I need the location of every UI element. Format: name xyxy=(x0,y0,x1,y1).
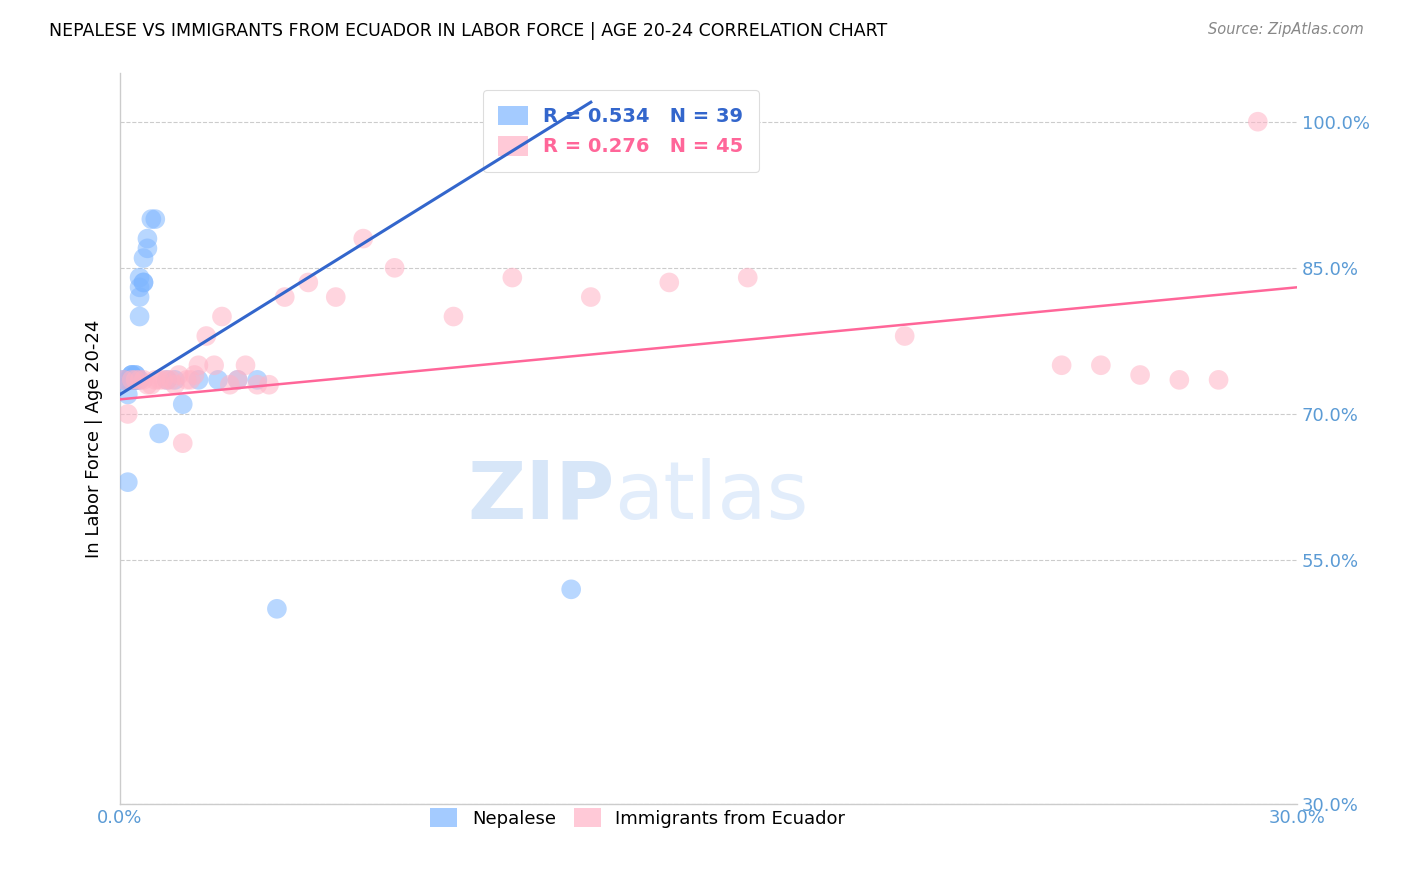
Point xyxy=(172,436,194,450)
Point xyxy=(121,373,143,387)
Point xyxy=(187,373,209,387)
Point xyxy=(167,368,190,382)
Text: Source: ZipAtlas.com: Source: ZipAtlas.com xyxy=(1208,22,1364,37)
Point xyxy=(124,373,146,387)
Point xyxy=(226,373,249,387)
Point xyxy=(160,373,183,387)
Point xyxy=(132,276,155,290)
Point xyxy=(112,373,135,387)
Point xyxy=(148,426,170,441)
Point xyxy=(124,373,146,387)
Point xyxy=(128,373,150,387)
Point xyxy=(121,368,143,382)
Point xyxy=(297,276,319,290)
Point xyxy=(121,368,143,382)
Point xyxy=(121,373,143,387)
Point xyxy=(1168,373,1191,387)
Point xyxy=(325,290,347,304)
Point xyxy=(152,373,174,387)
Point xyxy=(274,290,297,304)
Point xyxy=(124,368,146,382)
Point xyxy=(112,373,135,387)
Point xyxy=(207,373,229,387)
Point xyxy=(148,373,170,387)
Point xyxy=(737,270,759,285)
Point xyxy=(226,373,249,387)
Point xyxy=(156,373,179,387)
Point xyxy=(132,251,155,265)
Point xyxy=(266,602,288,616)
Point xyxy=(117,407,139,421)
Point xyxy=(124,373,146,387)
Point xyxy=(143,373,166,387)
Point xyxy=(176,373,198,387)
Point xyxy=(143,212,166,227)
Legend: Nepalese, Immigrants from Ecuador: Nepalese, Immigrants from Ecuador xyxy=(423,801,852,835)
Point xyxy=(128,310,150,324)
Point xyxy=(246,373,269,387)
Point xyxy=(136,377,159,392)
Point xyxy=(128,280,150,294)
Point xyxy=(1050,358,1073,372)
Point xyxy=(132,373,155,387)
Point xyxy=(893,329,915,343)
Point xyxy=(501,270,523,285)
Text: NEPALESE VS IMMIGRANTS FROM ECUADOR IN LABOR FORCE | AGE 20-24 CORRELATION CHART: NEPALESE VS IMMIGRANTS FROM ECUADOR IN L… xyxy=(49,22,887,40)
Point xyxy=(163,377,186,392)
Point xyxy=(121,373,143,387)
Point xyxy=(218,377,240,392)
Point xyxy=(202,358,225,372)
Point xyxy=(117,475,139,490)
Point xyxy=(172,397,194,411)
Point xyxy=(235,358,257,372)
Point xyxy=(136,231,159,245)
Point xyxy=(384,260,406,275)
Point xyxy=(124,373,146,387)
Point xyxy=(117,387,139,401)
Point xyxy=(121,373,143,387)
Point xyxy=(352,231,374,245)
Text: ZIP: ZIP xyxy=(467,458,614,536)
Point xyxy=(132,276,155,290)
Point xyxy=(211,310,233,324)
Point xyxy=(124,368,146,382)
Point xyxy=(1208,373,1230,387)
Point xyxy=(112,373,135,387)
Point xyxy=(187,358,209,372)
Point xyxy=(156,373,179,387)
Point xyxy=(257,377,280,392)
Point xyxy=(560,582,582,597)
Point xyxy=(128,373,150,387)
Point xyxy=(141,377,163,392)
Point xyxy=(1090,358,1112,372)
Point xyxy=(1129,368,1152,382)
Point xyxy=(128,270,150,285)
Point xyxy=(443,310,465,324)
Point xyxy=(246,377,269,392)
Point xyxy=(183,368,205,382)
Point xyxy=(195,329,218,343)
Point xyxy=(658,276,681,290)
Point xyxy=(117,373,139,387)
Text: atlas: atlas xyxy=(614,458,808,536)
Point xyxy=(141,212,163,227)
Point xyxy=(136,241,159,255)
Point xyxy=(180,373,202,387)
Point xyxy=(163,373,186,387)
Y-axis label: In Labor Force | Age 20-24: In Labor Force | Age 20-24 xyxy=(86,319,103,558)
Point xyxy=(1247,114,1270,128)
Point xyxy=(579,290,602,304)
Point xyxy=(128,290,150,304)
Point xyxy=(124,373,146,387)
Point xyxy=(121,368,143,382)
